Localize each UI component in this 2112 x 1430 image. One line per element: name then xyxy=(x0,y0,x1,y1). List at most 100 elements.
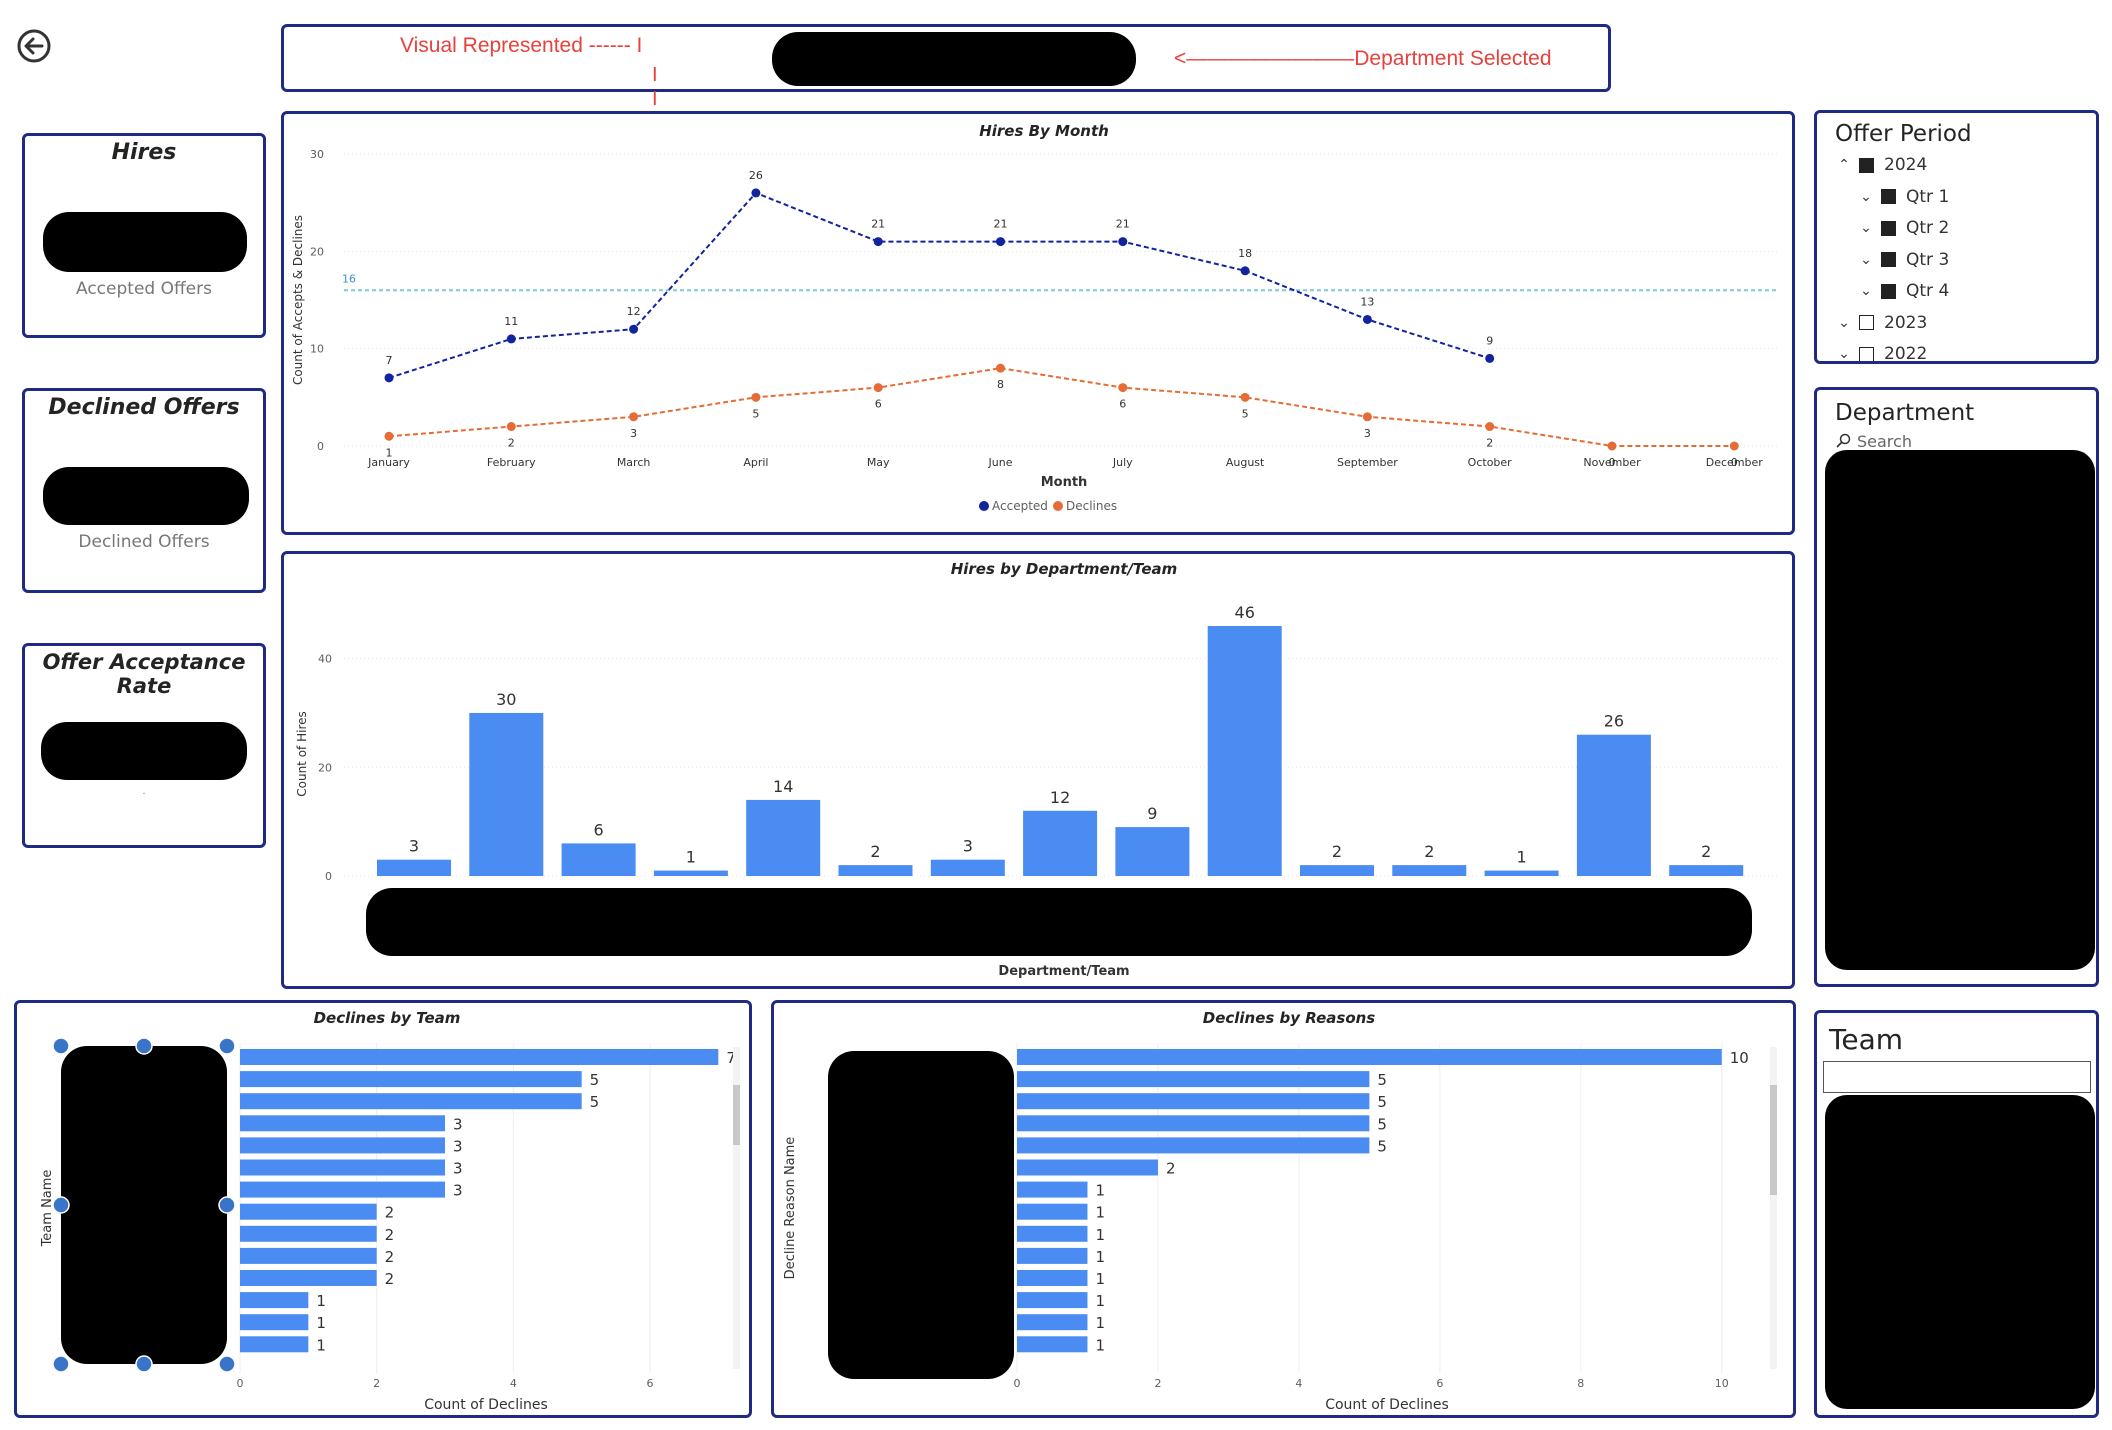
bar xyxy=(1017,1115,1370,1132)
checkbox[interactable] xyxy=(1881,283,1896,299)
x-tick-label: September xyxy=(1337,456,1398,469)
bar xyxy=(240,1071,582,1088)
bar xyxy=(240,1115,445,1132)
data-label: 1 xyxy=(1095,1248,1105,1266)
x-tick-label: 8 xyxy=(1577,1377,1584,1390)
data-label: 11 xyxy=(504,315,518,328)
checkbox[interactable] xyxy=(1859,157,1874,173)
bar xyxy=(240,1137,445,1154)
data-point xyxy=(1240,392,1250,402)
data-label: 2 xyxy=(870,842,880,861)
chevron-down-icon[interactable]: ⌄ xyxy=(1838,346,1850,362)
offer-period-item-label: Qtr 1 xyxy=(1906,186,1950,207)
x-tick-label: December xyxy=(1706,456,1764,469)
data-point xyxy=(384,373,394,383)
chevron-down-icon[interactable]: ⌄ xyxy=(1860,220,1872,236)
chevron-down-icon[interactable]: ⌄ xyxy=(1860,251,1872,268)
offer-period-item-qtr-1[interactable]: ⌄ Qtr 1 xyxy=(1857,187,1949,207)
kpi-subtitle-acceptance: . xyxy=(142,786,146,797)
category-labels-redacted xyxy=(828,1051,1014,1379)
kpi-card-hires: Hires Accepted Offers xyxy=(22,133,266,338)
x-tick-label: 6 xyxy=(1436,1377,1443,1390)
chevron-down-icon[interactable]: ⌄ xyxy=(1838,314,1850,331)
data-label: 3 xyxy=(453,1182,463,1200)
offer-period-slicer: Offer Period ⌃ 2024 ⌄ Qtr 1 ⌄ Qtr 2 ⌄ Qtr 3 ⌄ Qtr… xyxy=(1814,110,2099,364)
bar xyxy=(1115,827,1190,876)
bar xyxy=(1300,865,1374,876)
offer-period-item-qtr-3[interactable]: ⌄ Qtr 3 xyxy=(1857,250,1949,270)
data-point xyxy=(1362,314,1372,324)
bar xyxy=(240,1314,309,1331)
bar xyxy=(240,1181,445,1198)
chart-title: Hires by Department/Team xyxy=(951,560,1178,578)
annotation-bar-1: I xyxy=(652,64,658,86)
data-label: 10 xyxy=(1730,1049,1749,1067)
selection-handle xyxy=(218,1196,236,1214)
bar xyxy=(240,1336,309,1353)
data-label: 3 xyxy=(453,1137,463,1155)
data-label: 1 xyxy=(1095,1226,1105,1244)
offer-period-item-2024[interactable]: ⌃ 2024 xyxy=(1835,155,1927,175)
data-label: 5 xyxy=(1377,1137,1387,1155)
scrollbar-thumb xyxy=(1770,1085,1777,1195)
bar xyxy=(377,859,451,876)
data-label: 21 xyxy=(1116,218,1130,231)
visual-represented-annotation: Visual Represented ------ I xyxy=(400,34,643,57)
offer-period-item-qtr-4[interactable]: ⌄ Qtr 4 xyxy=(1857,281,1949,301)
data-label: 2 xyxy=(1166,1160,1176,1178)
y-axis-label: Count of Hires xyxy=(295,711,309,797)
hires-by-month-visual[interactable]: Hires By Month 0 10 20 30 Count of Accepts & … xyxy=(281,111,1795,535)
y-tick-label: 0 xyxy=(317,440,324,453)
data-label: 8 xyxy=(997,378,1004,391)
team-list-redacted xyxy=(1825,1095,2095,1409)
hires-by-department-visual[interactable]: Hires by Department/Team 0 20 40 Count of Hi… xyxy=(281,551,1795,989)
data-label: 1 xyxy=(316,1314,326,1332)
back-button[interactable] xyxy=(16,28,52,64)
x-tick-label: July xyxy=(1112,456,1133,469)
department-search-placeholder: Search xyxy=(1857,431,1912,451)
data-label: 2 xyxy=(1332,842,1342,861)
chevron-down-icon[interactable]: ⌄ xyxy=(1860,188,1872,205)
data-label: 1 xyxy=(1095,1292,1105,1310)
offer-period-item-label: 2023 xyxy=(1884,312,1928,333)
checkbox[interactable] xyxy=(1881,220,1896,236)
team-search-input[interactable] xyxy=(1823,1061,2091,1093)
checkbox[interactable] xyxy=(1881,252,1896,267)
x-tick-label: 0 xyxy=(1014,1377,1021,1390)
data-label: 0 xyxy=(1609,456,1616,469)
bar xyxy=(1017,1203,1088,1220)
declines-by-team-visual[interactable]: Declines by Team 0 2 4 6 Count of Declines Tea… xyxy=(14,1000,752,1418)
bar xyxy=(1017,1093,1370,1110)
x-tick-label: February xyxy=(487,456,536,469)
checkbox[interactable] xyxy=(1859,315,1874,330)
x-tick-label: January xyxy=(367,456,410,469)
y-axis-label: Team Name xyxy=(40,1170,55,1248)
bar xyxy=(1017,1049,1722,1065)
x-tick-label: March xyxy=(617,456,651,469)
bar xyxy=(1392,865,1467,876)
checkbox[interactable] xyxy=(1881,189,1896,204)
declines-by-reasons-visual[interactable]: Declines by Reasons 0 2 4 6 8 10 Count of Decli… xyxy=(771,1000,1796,1418)
bar xyxy=(1017,1336,1088,1353)
offer-period-item-2022[interactable]: ⌄ 2022 xyxy=(1835,344,1927,362)
data-point xyxy=(996,237,1005,247)
bar xyxy=(1017,1181,1088,1198)
selection-handle xyxy=(52,1355,70,1373)
bar xyxy=(1017,1137,1370,1154)
y-axis-label: Decline Reason Name xyxy=(783,1137,798,1280)
data-label: 1 xyxy=(386,446,393,459)
chevron-up-icon[interactable]: ⌃ xyxy=(1838,157,1850,173)
data-label: 2 xyxy=(1701,842,1711,861)
data-label: 7 xyxy=(386,354,393,367)
x-tick-label: 4 xyxy=(510,1377,517,1390)
series-line-accepted xyxy=(388,191,1491,379)
bar xyxy=(746,799,821,876)
offer-period-item-qtr-2[interactable]: ⌄ Qtr 2 xyxy=(1857,218,1949,238)
bar xyxy=(240,1093,582,1110)
offer-period-item-2023[interactable]: ⌄ 2023 xyxy=(1835,313,1927,333)
chevron-down-icon[interactable]: ⌄ xyxy=(1860,283,1872,299)
checkbox[interactable] xyxy=(1859,346,1874,361)
data-point xyxy=(1118,237,1128,247)
data-point xyxy=(1485,353,1495,363)
